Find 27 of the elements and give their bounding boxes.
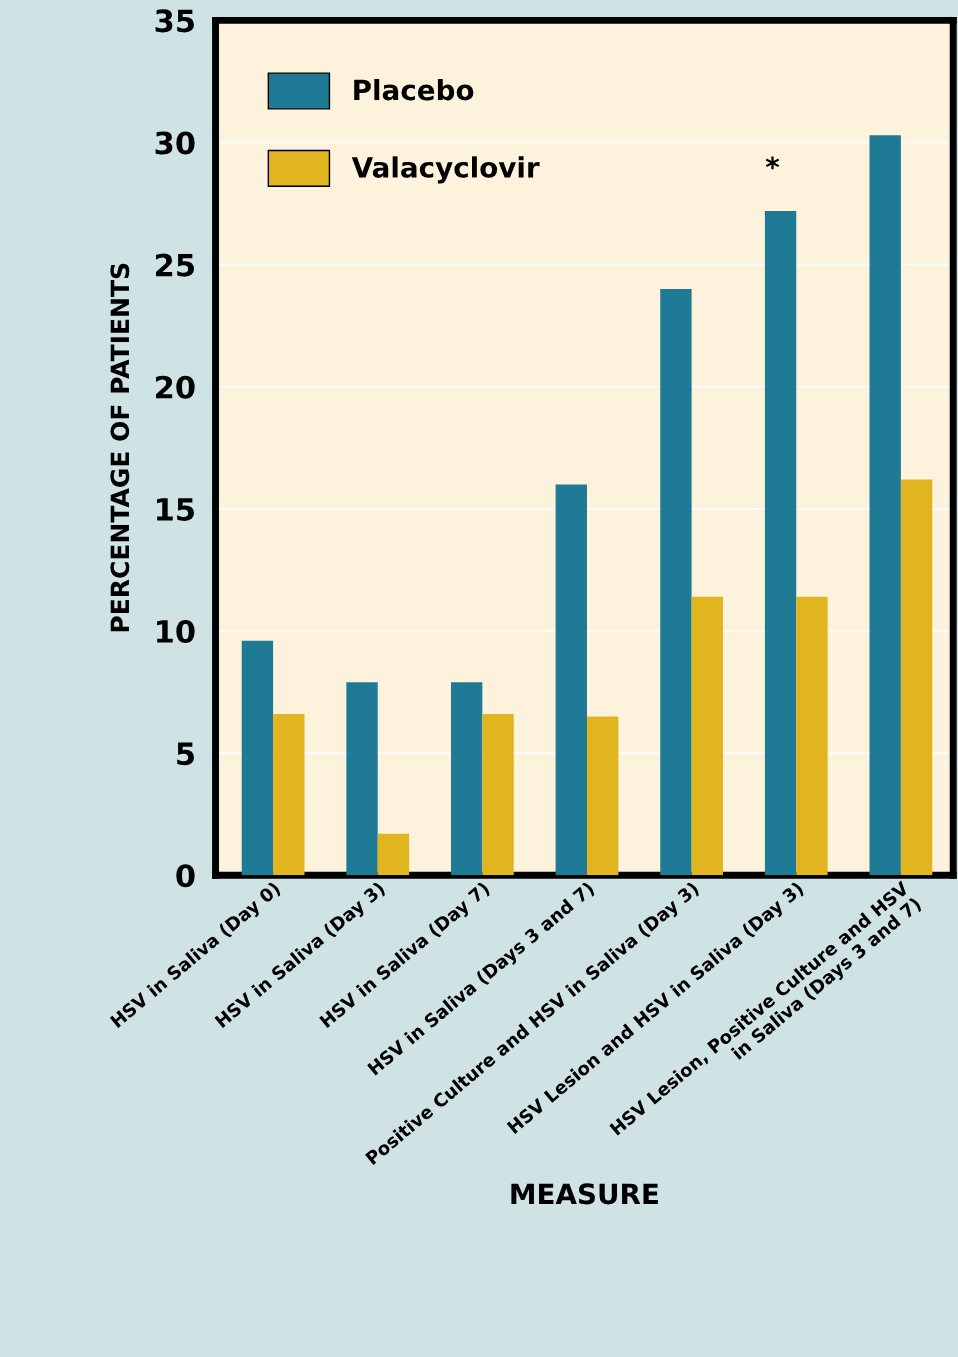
bar xyxy=(660,289,692,876)
bar xyxy=(691,596,724,876)
y-tick-label: 35 xyxy=(155,9,194,33)
bar xyxy=(900,479,933,876)
bar xyxy=(377,833,410,876)
bar xyxy=(273,714,305,876)
bar xyxy=(450,682,483,876)
y-tick-label: 0 xyxy=(176,864,195,888)
bar xyxy=(482,714,514,876)
annotation: * xyxy=(765,156,780,170)
y-tick-label: 10 xyxy=(157,619,195,644)
y-tick-label: 25 xyxy=(156,253,194,277)
y-axis-title: PERCENTAGE OF PATIENTS xyxy=(110,263,130,632)
x-axis-title: MEASURE xyxy=(511,1183,658,1205)
y-tick-label: 5 xyxy=(177,742,194,766)
bar xyxy=(555,484,587,876)
legend-label: Placebo xyxy=(354,78,474,101)
bar xyxy=(346,682,378,876)
legend-label: Valacyclovir xyxy=(351,156,540,184)
bar xyxy=(587,716,619,876)
y-tick-label: 20 xyxy=(156,375,195,399)
bar xyxy=(869,135,901,876)
y-tick-label: 30 xyxy=(155,131,195,155)
bar xyxy=(241,640,274,876)
bar xyxy=(764,210,797,876)
bar xyxy=(796,596,828,876)
y-tick-label: 15 xyxy=(157,498,194,521)
